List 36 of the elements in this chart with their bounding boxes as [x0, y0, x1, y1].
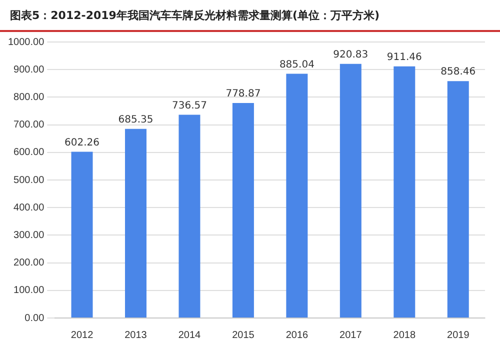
data-label: 858.46 [440, 66, 476, 78]
y-tick-label: 900.00 [14, 64, 45, 76]
x-tick-label: 2017 [340, 330, 362, 341]
y-tick-label: 200.00 [14, 258, 45, 269]
y-tick-label: 100.00 [14, 285, 45, 296]
x-tick-label: 2012 [70, 330, 94, 341]
x-tick-label: 2015 [232, 330, 255, 341]
y-tick-label: 400.00 [14, 202, 45, 214]
y-tick-label: 1000.00 [8, 36, 45, 48]
y-tick-label: 800.00 [14, 92, 45, 103]
x-tick-label: 2013 [124, 330, 148, 341]
y-tick-label: 700.00 [14, 120, 45, 131]
x-tick-label: 2014 [178, 330, 202, 341]
bar [447, 81, 469, 318]
y-tick-label: 500.00 [14, 174, 45, 186]
data-label: 602.26 [64, 137, 100, 148]
bar [232, 103, 254, 318]
y-tick-label: 0.00 [24, 312, 45, 324]
x-tick-label: 2019 [447, 330, 470, 341]
data-label: 911.46 [386, 52, 422, 64]
data-label: 920.83 [333, 49, 368, 60]
bar [178, 114, 200, 318]
bar [286, 74, 308, 318]
bar [394, 66, 416, 318]
data-label: 685.35 [118, 114, 154, 126]
x-tick-label: 2018 [393, 330, 416, 341]
bar [125, 128, 146, 318]
chart-title: 图表5：2012-2019年我国汽车车牌反光材料需求量测算(单位：万平方米) [0, 0, 500, 32]
bar [340, 64, 362, 318]
bar [71, 152, 93, 318]
y-tick-label: 300.00 [14, 230, 45, 241]
data-label: 885.04 [279, 59, 314, 70]
data-label: 736.57 [172, 100, 207, 112]
data-label: 778.87 [226, 88, 261, 100]
x-tick-label: 2016 [286, 330, 308, 341]
y-tick-label: 600.00 [14, 147, 45, 158]
